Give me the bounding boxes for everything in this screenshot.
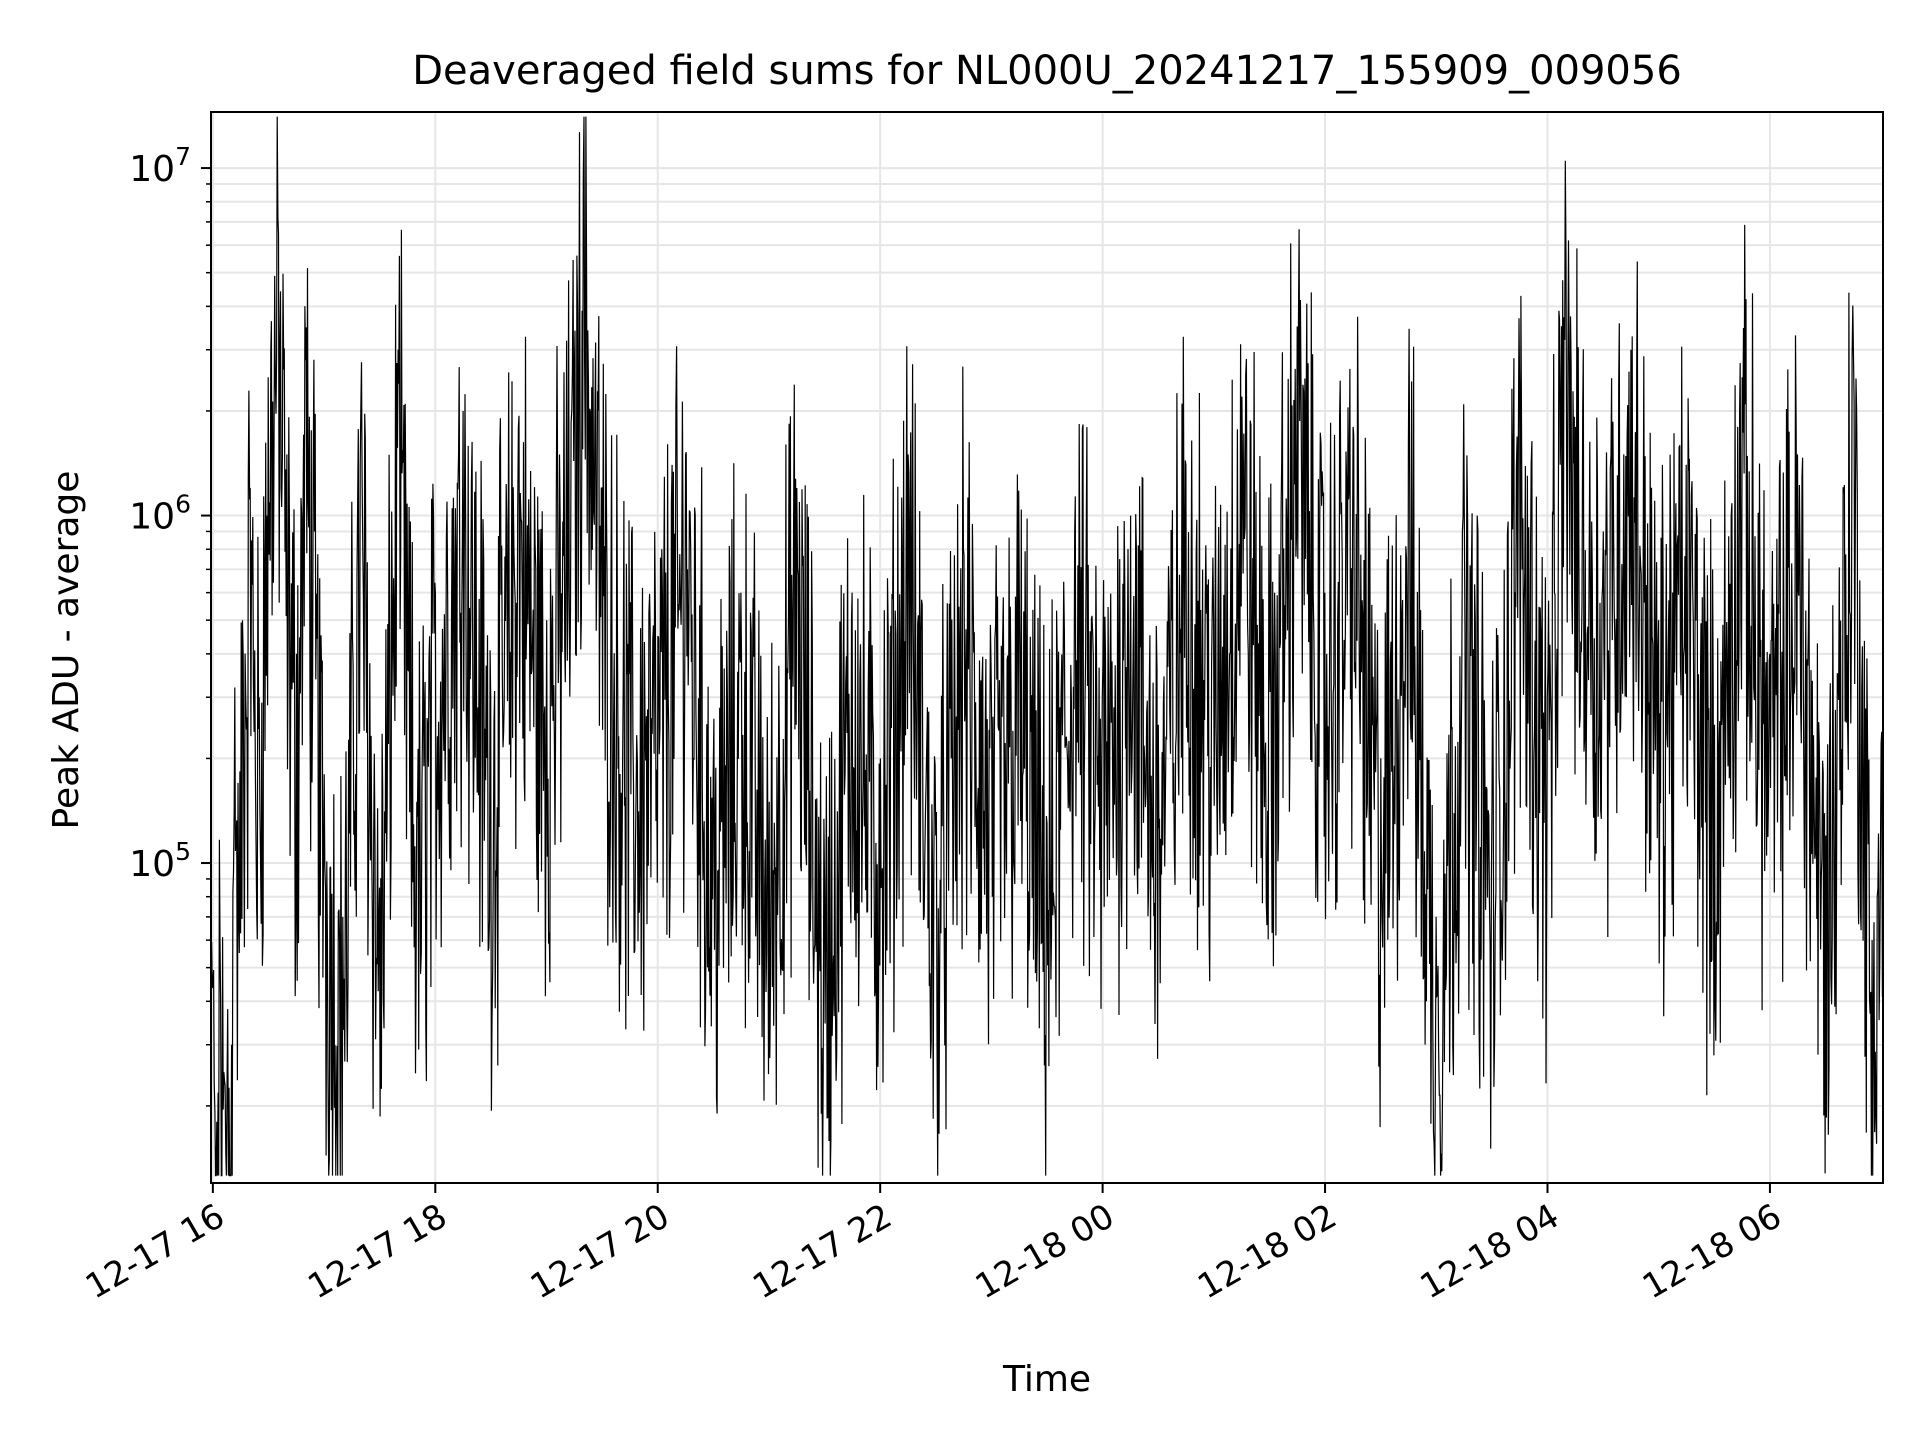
plot-frame: [210, 111, 1884, 1184]
data-layer: [210, 116, 1884, 1177]
y-axis-label: Peak ADU - average: [46, 471, 87, 830]
x-axis-label: Time: [1002, 1359, 1091, 1400]
y-tick-label: 105: [129, 837, 191, 885]
y-tick-label: 107: [129, 142, 191, 190]
chart-title: Deaveraged field sums for NL000U_2024121…: [412, 48, 1682, 94]
series-line: [210, 116, 1884, 1177]
y-tick-label: 106: [129, 490, 191, 538]
